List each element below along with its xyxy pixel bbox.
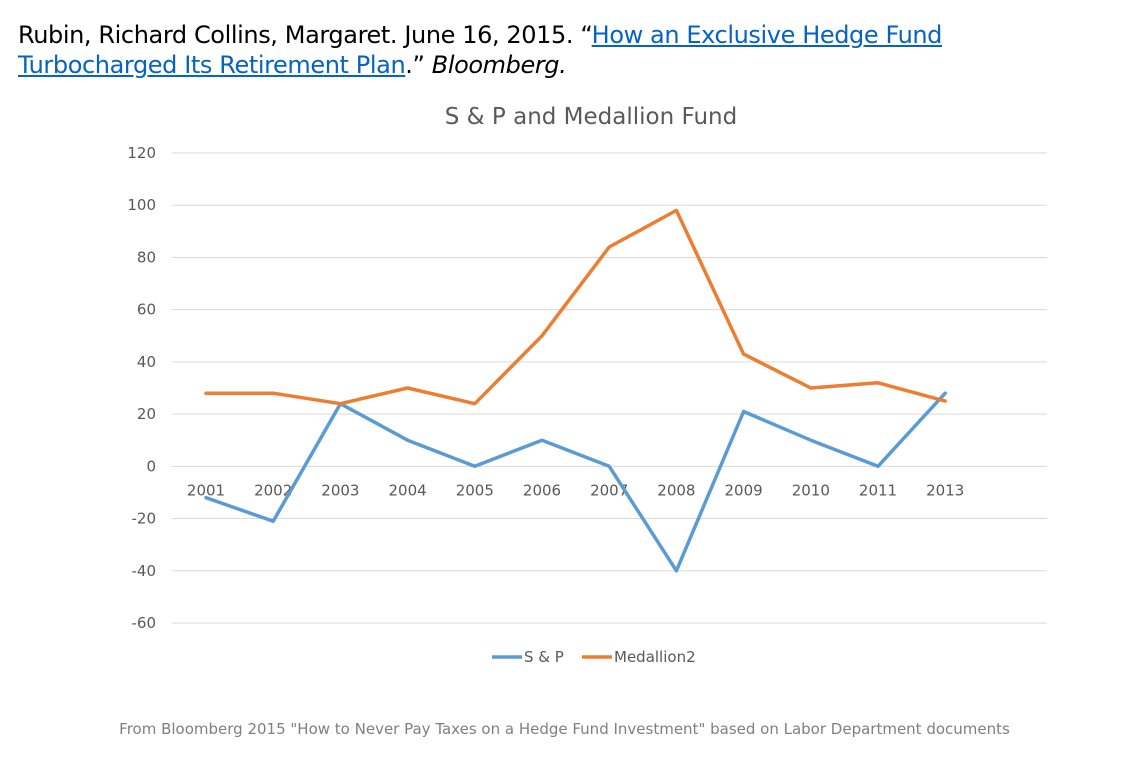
x-tick-label: 2008 <box>657 481 695 499</box>
source-note: From Bloomberg 2015 "How to Never Pay Ta… <box>119 720 1010 738</box>
y-tick-label: -20 <box>132 510 157 528</box>
x-tick-label: 2004 <box>389 481 427 499</box>
x-tick-label: 2003 <box>321 481 359 499</box>
x-tick-label: 2010 <box>792 481 830 499</box>
x-tick-label: 2009 <box>725 481 763 499</box>
x-tick-label: 2006 <box>523 481 561 499</box>
chart-gridlines <box>172 152 1047 624</box>
y-tick-label: -40 <box>132 562 157 580</box>
series-line-medallion2 <box>204 208 947 406</box>
y-tick-label: -60 <box>132 614 157 632</box>
citation-suffix: .” <box>405 51 432 79</box>
series-lines <box>204 208 947 573</box>
line-chart: S & P and Medallion Fund -60 -40 -20 0 20 40 6… <box>127 104 1047 666</box>
x-tick-label: 2001 <box>187 481 225 499</box>
y-axis-labels: -60 -40 -20 0 20 40 60 80 100 120 <box>127 144 156 632</box>
legend-label-medallion2: Medallion2 <box>614 648 696 666</box>
x-tick-label: 2002 <box>254 481 292 499</box>
x-axis-labels: 2001 2002 2003 2004 2005 2006 2007 2008 2009 2010… <box>187 481 964 499</box>
y-tick-label: 20 <box>137 405 156 423</box>
legend-label-s-p: S & P <box>524 648 564 666</box>
chart-title: S & P and Medallion Fund <box>445 104 737 130</box>
series-line-s-p <box>204 391 947 573</box>
chart-legend: S & P Medallion2 <box>492 648 696 666</box>
y-tick-label: 100 <box>127 196 156 214</box>
x-tick-label: 2007 <box>590 481 628 499</box>
article-link[interactable]: How an Exclusive Hedge Fund Turbocharged… <box>18 21 943 79</box>
y-tick-label: 120 <box>127 144 156 162</box>
x-tick-label: 2011 <box>859 481 897 499</box>
x-tick-label: 2005 <box>456 481 494 499</box>
y-tick-label: 80 <box>137 248 156 266</box>
y-tick-label: 40 <box>137 353 156 371</box>
citation-prefix: Rubin, Richard Collins, Margaret. June 1… <box>18 21 592 49</box>
publication-name: Bloomberg. <box>431 51 567 79</box>
citation: Rubin, Richard Collins, Margaret. June 1… <box>18 20 1108 80</box>
x-tick-label: 2013 <box>926 481 964 499</box>
y-tick-label: 60 <box>137 301 156 319</box>
y-tick-label: 0 <box>146 457 156 475</box>
